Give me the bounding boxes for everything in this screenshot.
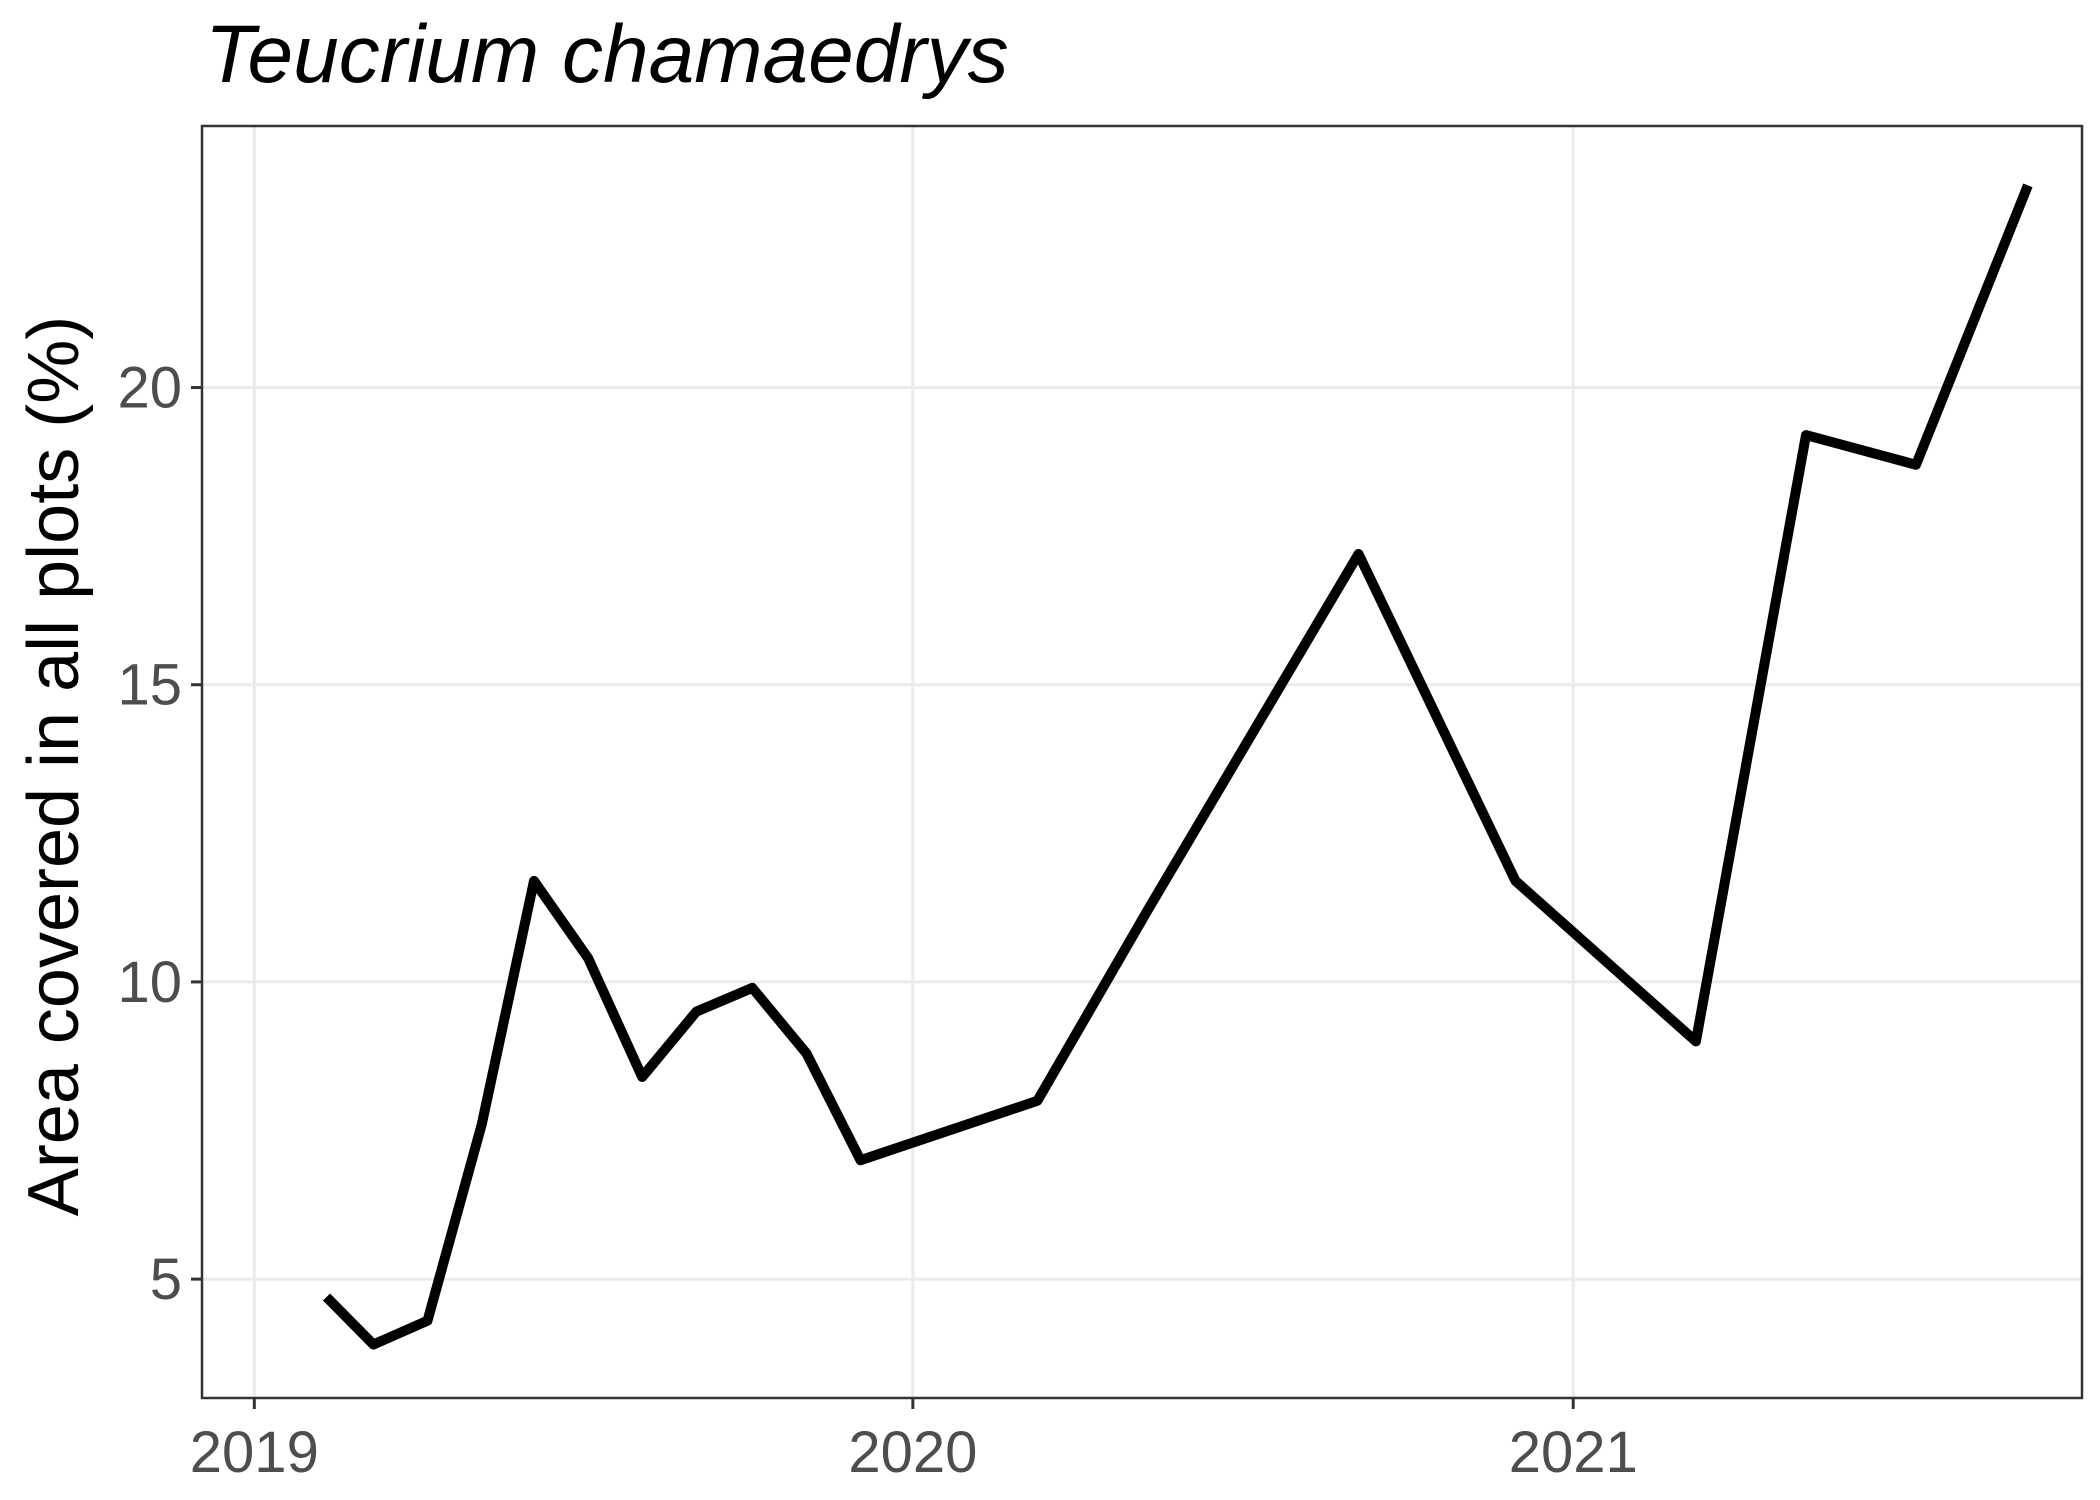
plot-area: 5 10 15 20 2019 2020 2021 [117,124,2084,1485]
x-tick-label: 2020 [848,1420,977,1485]
panel-border [200,124,2084,1400]
y-tick-label: 20 [117,356,182,421]
y-tick-label: 15 [117,653,182,718]
x-tick-label: 2021 [1509,1420,1638,1485]
series-line [322,183,2033,1350]
y-axis-label: Area covered in all plots (%) [14,316,94,1216]
y-tick-label: 5 [150,1247,182,1312]
x-tick-label: 2019 [190,1420,319,1485]
chart-title: Teucrium chamaedrys [205,9,1009,100]
y-tick-label: 10 [117,950,182,1015]
